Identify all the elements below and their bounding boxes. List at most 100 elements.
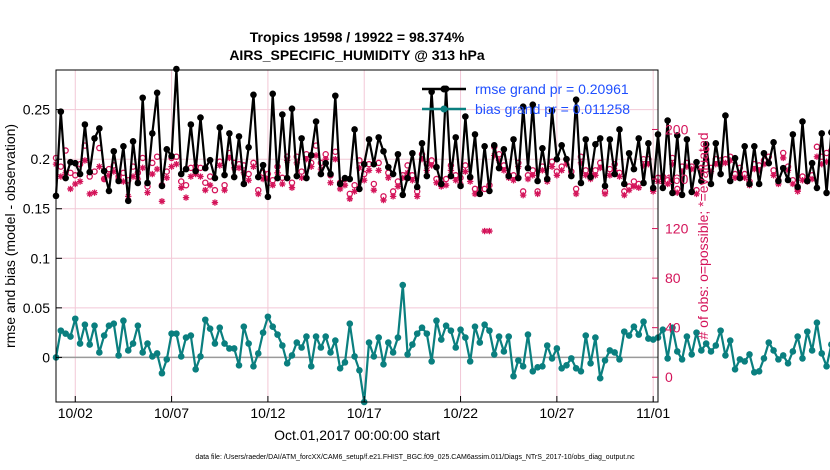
evaluated-obs-point [207,182,213,188]
rmse-point [110,148,117,155]
evaluated-obs-point [636,184,642,190]
bias-point [491,351,498,358]
rmse-point [216,124,223,131]
bias-point [717,327,724,334]
rmse-point [472,131,479,138]
rmse-point [597,135,604,142]
evaluated-obs-point [395,183,401,189]
bias-point [708,348,715,355]
rmse-point [236,133,243,140]
rmse-point [419,140,426,147]
rmse-point [433,164,440,171]
bias-point [467,358,474,365]
y-tick-label: 0 [42,349,50,365]
bias-point [477,339,484,346]
bias-point [255,350,262,357]
rmse-point [515,175,522,182]
bias-point [96,349,103,356]
bias-point [260,329,267,336]
bias-point [284,360,291,367]
rmse-point [563,156,570,163]
bias-point [433,317,440,324]
rmse-point [163,146,170,153]
bias-point [346,320,353,327]
rmse-point [626,150,633,157]
rmse-point [255,174,262,181]
bias-point [674,348,681,355]
rmse-point [578,180,585,187]
evaluated-obs-point [87,191,93,197]
bias-point [428,358,435,365]
rmse-point [785,177,792,184]
bias-point [587,360,594,367]
rmse-point [366,136,373,143]
evaluated-obs-point [371,187,377,193]
rmse-point [804,178,811,185]
bias-point [385,339,392,346]
y2-axis-label: # of obs: o=possible; *=evaluated [695,132,711,339]
bias-point [549,355,556,362]
bias-point [399,282,406,289]
possible-obs-point [371,181,376,186]
rmse-point [82,121,89,128]
rmse-point [144,180,151,187]
evaluated-obs-point [375,167,381,173]
rmse-point [775,178,782,185]
rmse-point [712,140,719,147]
rmse-point [510,136,517,143]
legend-bias-label: bias grand pr = 0.011258 [475,101,630,117]
rmse-point [477,191,484,198]
rmse-point [525,165,532,172]
bias-point [67,333,74,340]
bias-point [409,341,416,348]
evaluated-obs-point [202,187,208,193]
rmse-point [361,161,368,168]
bias-point [188,332,195,339]
rmse-point [260,162,267,169]
rmse-point [640,180,647,187]
bias-point [159,370,166,377]
bias-point [135,322,142,329]
legend-bias-marker [441,106,448,113]
possible-obs-point [814,144,819,149]
evaluated-obs-point [149,171,155,177]
rmse-point [241,181,248,188]
rmse-point [159,183,166,190]
x-tick-label: 10/02 [58,405,93,421]
bias-point [404,351,411,358]
bias-point [597,375,604,382]
rmse-point [173,66,180,73]
bias-point [539,363,546,370]
rmse-point [722,112,729,119]
bias-point [356,367,363,374]
rmse-point [592,141,599,148]
y2-tick-label: 40 [665,320,681,336]
x-tick-label: 10/07 [154,405,189,421]
rmse-point [534,178,541,185]
bias-point [626,332,633,339]
bias-point [327,349,334,356]
bias-point [216,324,223,331]
evaluated-obs-point [558,167,564,173]
rmse-point [375,134,382,141]
rmse-point [424,173,431,180]
evaluated-obs-point [164,175,170,181]
evaluated-obs-point [554,172,560,178]
bias-point [197,353,204,360]
rmse-point [313,118,320,125]
bias-point [804,328,811,335]
rmse-point [814,185,821,192]
x-tick-label: 10/12 [250,405,285,421]
rmse-point [385,164,392,171]
bias-point [501,348,508,355]
rmse-point [544,176,551,183]
rmse-point [332,92,339,99]
rmse-point [371,161,378,168]
bias-point [790,348,797,355]
evaluated-obs-point [366,167,372,173]
rmse-point [86,169,93,176]
rmse-point [380,148,387,155]
bias-point [337,365,344,372]
evaluated-obs-point [197,173,203,179]
legend-rmse-marker [441,86,448,93]
